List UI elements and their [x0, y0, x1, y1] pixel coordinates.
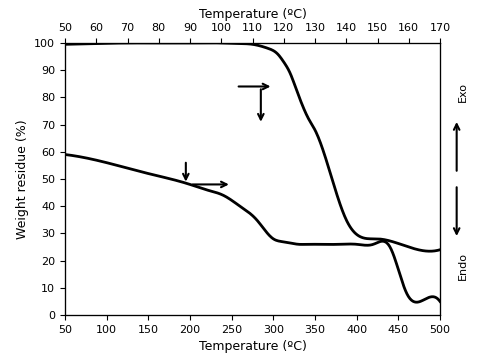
X-axis label: Temperature (ºC): Temperature (ºC) [198, 340, 306, 353]
Y-axis label: Weight residue (%): Weight residue (%) [16, 119, 28, 239]
Text: Exo: Exo [458, 82, 468, 102]
Text: Endo: Endo [458, 252, 468, 280]
X-axis label: Temperature (ºC): Temperature (ºC) [198, 8, 306, 21]
